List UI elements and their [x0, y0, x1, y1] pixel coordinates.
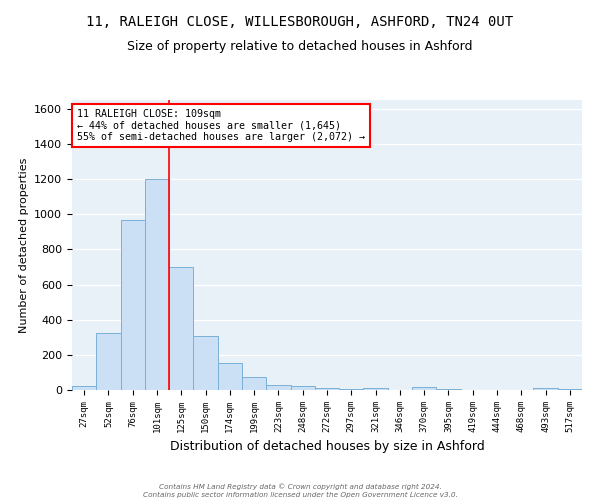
Bar: [96, 333, 121, 390]
Bar: [121, 220, 145, 390]
Bar: [315, 388, 339, 390]
Bar: [558, 389, 582, 390]
Bar: [364, 388, 388, 390]
Bar: [412, 388, 436, 390]
X-axis label: Distribution of detached houses by size in Ashford: Distribution of detached houses by size …: [170, 440, 484, 454]
Bar: [290, 386, 315, 390]
Bar: [145, 179, 169, 390]
Bar: [218, 363, 242, 390]
Text: 11, RALEIGH CLOSE, WILLESBOROUGH, ASHFORD, TN24 0UT: 11, RALEIGH CLOSE, WILLESBOROUGH, ASHFOR…: [86, 15, 514, 29]
Text: Contains HM Land Registry data © Crown copyright and database right 2024.
Contai: Contains HM Land Registry data © Crown c…: [143, 484, 457, 498]
Bar: [169, 267, 193, 390]
Bar: [242, 377, 266, 390]
Y-axis label: Number of detached properties: Number of detached properties: [19, 158, 29, 332]
Bar: [533, 388, 558, 390]
Text: Size of property relative to detached houses in Ashford: Size of property relative to detached ho…: [127, 40, 473, 53]
Bar: [266, 384, 290, 390]
Bar: [436, 389, 461, 390]
Bar: [339, 388, 364, 390]
Bar: [193, 336, 218, 390]
Text: 11 RALEIGH CLOSE: 109sqm
← 44% of detached houses are smaller (1,645)
55% of sem: 11 RALEIGH CLOSE: 109sqm ← 44% of detach…: [77, 108, 365, 142]
Bar: [72, 386, 96, 390]
